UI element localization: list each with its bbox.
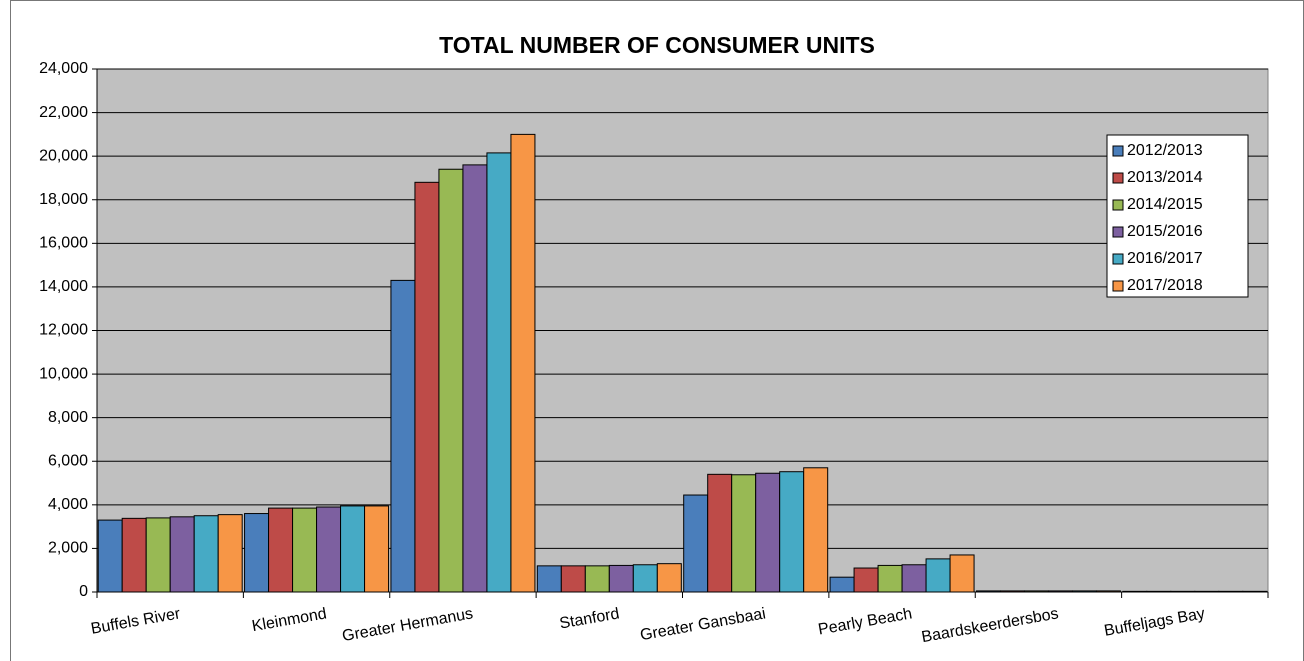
bar	[1218, 590, 1244, 593]
legend-swatch	[1112, 253, 1124, 265]
legend-label: 2014/2015	[1127, 196, 1203, 213]
bar	[97, 519, 123, 593]
bar	[268, 507, 294, 593]
legend-label: 2015/2016	[1127, 223, 1203, 240]
bar	[901, 564, 927, 593]
bar	[731, 474, 757, 593]
bar	[244, 513, 270, 593]
bar	[683, 494, 709, 593]
bar	[1146, 590, 1172, 593]
bar	[217, 514, 243, 593]
bar	[1095, 590, 1121, 593]
y-tick-label: 20,000	[39, 147, 88, 164]
y-tick-label: 4,000	[48, 496, 88, 513]
bar	[462, 164, 488, 593]
legend-swatch	[1112, 145, 1124, 157]
bar	[364, 505, 390, 593]
y-tick-label: 22,000	[39, 104, 88, 121]
legend-label: 2016/2017	[1127, 250, 1203, 267]
y-tick-label: 24,000	[39, 60, 88, 77]
bar	[1023, 590, 1049, 593]
y-tick-label: 14,000	[39, 278, 88, 295]
bar	[608, 564, 634, 593]
bar	[486, 152, 512, 593]
legend-box	[1106, 134, 1249, 298]
bar	[390, 279, 416, 593]
bar	[656, 563, 682, 593]
bar	[584, 565, 610, 593]
bar	[292, 507, 318, 593]
bar	[145, 517, 171, 593]
bar	[414, 181, 440, 593]
bar	[1194, 590, 1220, 593]
bar	[779, 471, 805, 593]
legend-swatch	[1112, 199, 1124, 211]
bar	[438, 168, 464, 593]
bar	[340, 505, 366, 593]
y-tick-label: 12,000	[39, 322, 88, 339]
bar	[536, 565, 562, 593]
legend-label: 2017/2018	[1127, 277, 1203, 294]
bar	[755, 472, 781, 593]
y-tick-label: 10,000	[39, 365, 88, 382]
legend-label: 2012/2013	[1127, 142, 1203, 159]
bar	[803, 467, 829, 593]
bar	[1122, 590, 1148, 593]
chart-title: TOTAL NUMBER OF CONSUMER UNITS	[439, 32, 875, 58]
bar	[316, 506, 342, 593]
bar	[853, 567, 879, 593]
legend-swatch	[1112, 226, 1124, 238]
y-tick-label: 6,000	[48, 452, 88, 469]
bar	[1170, 590, 1196, 593]
bar	[949, 554, 975, 593]
bar	[169, 516, 195, 593]
bar	[193, 515, 219, 593]
bar	[1047, 590, 1073, 593]
legend-swatch	[1112, 172, 1124, 184]
y-tick-label: 0	[79, 583, 88, 600]
y-tick-label: 2,000	[48, 540, 88, 557]
bar	[707, 473, 733, 593]
y-tick-label: 18,000	[39, 191, 88, 208]
bar	[510, 133, 536, 593]
bar	[999, 590, 1025, 593]
bar	[925, 558, 951, 593]
bar	[1242, 590, 1268, 593]
bar	[560, 565, 586, 593]
bar	[121, 517, 147, 593]
legend-swatch	[1112, 280, 1124, 292]
y-tick-label: 8,000	[48, 409, 88, 426]
bar	[829, 576, 855, 593]
bar	[975, 590, 1001, 593]
legend-label: 2013/2014	[1127, 169, 1203, 186]
bar	[1071, 590, 1097, 593]
y-tick-label: 16,000	[39, 235, 88, 252]
bar	[877, 564, 903, 593]
bar	[632, 564, 658, 593]
